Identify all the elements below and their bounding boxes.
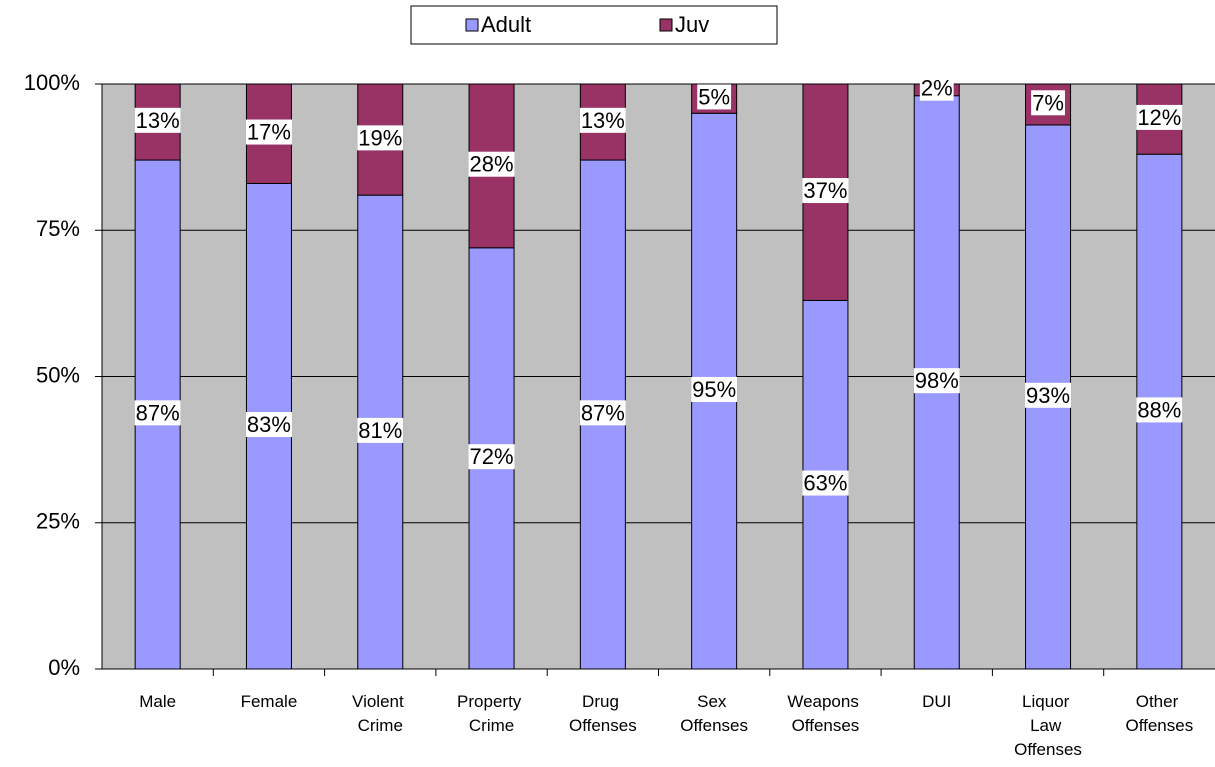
y-tick-label: 0% [48, 655, 80, 680]
data-label: 5% [698, 84, 730, 109]
data-label: 87% [136, 400, 180, 425]
data-label-bg [1025, 382, 1072, 408]
data-label-group: 87% [134, 400, 181, 426]
x-tick-label: Drug Offenses [569, 692, 637, 735]
data-label: 72% [470, 444, 514, 469]
data-label-bg [1031, 90, 1065, 116]
data-label-group: 87% [579, 400, 626, 426]
legend-swatch [465, 18, 479, 32]
data-label-bg [913, 368, 960, 394]
y-tick-label: 100% [24, 70, 80, 95]
data-label-bg [579, 107, 626, 133]
data-label: 2% [921, 76, 953, 101]
data-label-group: 98% [913, 368, 960, 394]
x-tick-label: Weapons Offenses [787, 692, 863, 735]
data-label-group: 7% [1031, 90, 1065, 116]
x-tick-label: Liquor Law Offenses [1014, 692, 1082, 759]
data-label-bg [245, 412, 292, 438]
data-label-bg [697, 84, 732, 110]
data-label-group: 95% [691, 376, 738, 402]
data-label-group: 93% [1025, 382, 1072, 408]
legend-label: Adult [481, 12, 531, 37]
data-label-bg [357, 417, 404, 443]
data-label-bg [245, 119, 292, 145]
data-label: 95% [692, 377, 736, 402]
data-label-group: 2% [919, 75, 954, 101]
x-tick-label: Other Offenses [1125, 692, 1193, 735]
data-label: 19% [358, 125, 402, 150]
legend-label: Juv [675, 12, 709, 37]
data-label: 81% [358, 418, 402, 443]
x-tick-label: Sex Offenses [680, 692, 748, 735]
data-label-group: 12% [1136, 104, 1183, 130]
data-label-bg [919, 75, 954, 101]
data-label: 83% [247, 412, 291, 437]
x-tick-label: DUI [922, 692, 951, 711]
data-label: 88% [1137, 397, 1181, 422]
data-label-bg [1136, 104, 1183, 130]
data-label-bg [1136, 397, 1183, 423]
data-label: 17% [247, 120, 291, 145]
data-label: 7% [1032, 90, 1064, 115]
x-tick-label: Property Crime [457, 692, 526, 735]
data-label-group: 5% [697, 84, 732, 110]
legend-swatch [659, 18, 673, 32]
data-label: 98% [915, 368, 959, 393]
y-tick-label: 25% [36, 509, 80, 534]
data-label-group: 13% [134, 107, 181, 133]
data-label: 13% [581, 108, 625, 133]
data-label-bg [357, 125, 404, 151]
x-tick-label: Violent Crime [352, 692, 408, 735]
data-label-bg [468, 151, 515, 177]
data-label: 12% [1137, 105, 1181, 130]
data-label-group: 19% [357, 125, 404, 151]
data-label: 87% [581, 400, 625, 425]
data-label-group: 88% [1136, 397, 1183, 423]
data-label: 28% [470, 152, 514, 177]
data-label: 63% [803, 471, 847, 496]
y-tick-label: 75% [36, 216, 80, 241]
x-tick-label: Male [139, 692, 176, 711]
data-label-group: 28% [468, 151, 515, 177]
data-label-bg [802, 470, 849, 496]
data-label-group: 72% [468, 444, 515, 470]
data-label: 37% [803, 178, 847, 203]
data-label-bg [134, 107, 181, 133]
data-label-bg [468, 444, 515, 470]
data-label-group: 63% [802, 470, 849, 496]
data-label-bg [802, 178, 849, 204]
data-label-group: 83% [245, 412, 292, 438]
data-label: 13% [136, 108, 180, 133]
data-label-group: 37% [802, 178, 849, 204]
data-label: 93% [1026, 383, 1070, 408]
data-label-group: 17% [245, 119, 292, 145]
x-tick-label: Female [241, 692, 298, 711]
data-label-group: 13% [579, 107, 626, 133]
data-label-bg [691, 376, 738, 402]
data-label-bg [134, 400, 181, 426]
data-label-group: 81% [357, 417, 404, 443]
y-tick-label: 50% [36, 362, 80, 387]
data-label-bg [579, 400, 626, 426]
